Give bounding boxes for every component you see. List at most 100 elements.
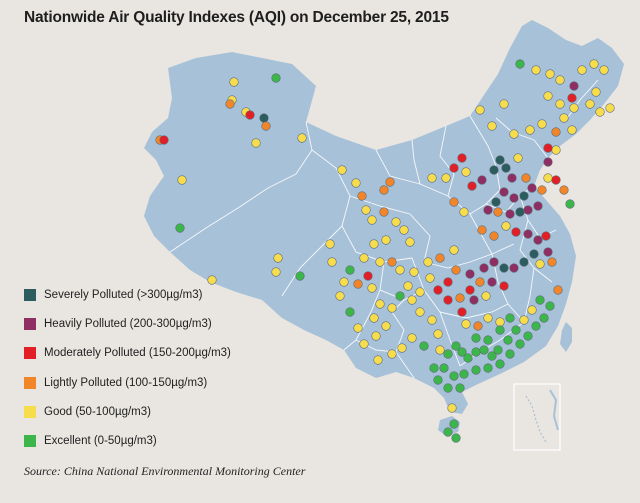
station-marker-good bbox=[369, 313, 379, 323]
station-marker-good bbox=[537, 119, 547, 129]
station-marker-good bbox=[405, 237, 415, 247]
station-marker-severe bbox=[259, 113, 269, 123]
station-marker-heavy bbox=[569, 81, 579, 91]
station-marker-moderate bbox=[159, 135, 169, 145]
station-marker-good bbox=[251, 138, 261, 148]
station-marker-excellent bbox=[471, 347, 481, 357]
station-marker-good bbox=[483, 313, 493, 323]
station-marker-excellent bbox=[271, 73, 281, 83]
station-marker-excellent bbox=[455, 383, 465, 393]
station-marker-good bbox=[391, 217, 401, 227]
station-marker-good bbox=[395, 265, 405, 275]
legend-label: Moderately Polluted (150-200µg/m3) bbox=[44, 347, 231, 359]
station-marker-excellent bbox=[545, 301, 555, 311]
station-marker-good bbox=[599, 65, 609, 75]
station-marker-good bbox=[531, 65, 541, 75]
station-marker-good bbox=[591, 87, 601, 97]
legend-label: Lightly Polluted (100-150µg/m3) bbox=[44, 377, 208, 389]
station-marker-excellent bbox=[451, 341, 461, 351]
station-marker-good bbox=[481, 291, 491, 301]
station-marker-moderate bbox=[543, 143, 553, 153]
station-marker-good bbox=[509, 129, 519, 139]
station-marker-excellent bbox=[479, 345, 489, 355]
station-marker-good bbox=[399, 225, 409, 235]
source-note: Source: China National Environmental Mon… bbox=[24, 464, 306, 478]
station-marker-good bbox=[513, 153, 523, 163]
station-marker-light bbox=[387, 257, 397, 267]
station-marker-light bbox=[537, 185, 547, 195]
station-marker-excellent bbox=[459, 369, 469, 379]
station-marker-good bbox=[415, 287, 425, 297]
station-marker-excellent bbox=[487, 351, 497, 361]
legend-label: Excellent (0-50µg/m3) bbox=[44, 435, 157, 447]
station-marker-light bbox=[521, 173, 531, 183]
station-marker-excellent bbox=[439, 363, 449, 373]
station-marker-heavy bbox=[509, 193, 519, 203]
station-marker-good bbox=[423, 257, 433, 267]
station-marker-good bbox=[567, 125, 577, 135]
station-marker-good bbox=[441, 173, 451, 183]
station-marker-excellent bbox=[443, 383, 453, 393]
station-marker-good bbox=[397, 343, 407, 353]
station-marker-moderate bbox=[449, 163, 459, 173]
station-marker-excellent bbox=[471, 365, 481, 375]
station-marker-heavy bbox=[527, 183, 537, 193]
station-marker-excellent bbox=[531, 321, 541, 331]
station-marker-good bbox=[387, 303, 397, 313]
station-marker-good bbox=[407, 333, 417, 343]
station-marker-light bbox=[547, 257, 557, 267]
station-marker-good bbox=[367, 283, 377, 293]
station-marker-good bbox=[367, 215, 377, 225]
legend-swatch-moderate bbox=[24, 347, 36, 359]
station-marker-excellent bbox=[463, 353, 473, 363]
station-marker-moderate bbox=[457, 153, 467, 163]
station-marker-heavy bbox=[505, 209, 515, 219]
legend-label: Good (50-100µg/m3) bbox=[44, 406, 151, 418]
station-marker-good bbox=[375, 257, 385, 267]
station-marker-excellent bbox=[565, 199, 575, 209]
legend-swatch-excellent bbox=[24, 435, 36, 447]
station-marker-good bbox=[543, 91, 553, 101]
station-marker-excellent bbox=[495, 325, 505, 335]
station-marker-excellent bbox=[515, 339, 525, 349]
station-marker-good bbox=[525, 125, 535, 135]
station-marker-moderate bbox=[541, 231, 551, 241]
legend-item-heavy: Heavily Polluted (200-300µg/m3) bbox=[24, 317, 212, 331]
station-marker-excellent bbox=[505, 349, 515, 359]
station-marker-good bbox=[427, 173, 437, 183]
station-marker-good bbox=[359, 253, 369, 263]
station-marker-light bbox=[225, 99, 235, 109]
station-marker-light bbox=[353, 279, 363, 289]
station-marker-light bbox=[493, 207, 503, 217]
legend-item-light: Lightly Polluted (100-150µg/m3) bbox=[24, 376, 207, 390]
station-marker-good bbox=[207, 275, 217, 285]
station-marker-heavy bbox=[469, 295, 479, 305]
station-marker-moderate bbox=[499, 281, 509, 291]
legend-swatch-heavy bbox=[24, 318, 36, 330]
station-marker-severe bbox=[499, 263, 509, 273]
station-marker-excellent bbox=[395, 291, 405, 301]
station-marker-light bbox=[455, 293, 465, 303]
station-marker-good bbox=[495, 317, 505, 327]
station-marker-heavy bbox=[523, 205, 533, 215]
station-marker-moderate bbox=[443, 295, 453, 305]
station-marker-moderate bbox=[433, 285, 443, 295]
station-marker-good bbox=[535, 259, 545, 269]
station-marker-good bbox=[297, 133, 307, 143]
station-marker-good bbox=[569, 103, 579, 113]
legend-swatch-severe bbox=[24, 289, 36, 301]
station-marker-heavy bbox=[523, 229, 533, 239]
legend-label: Severely Polluted (>300µg/m3) bbox=[44, 289, 203, 301]
station-marker-excellent bbox=[443, 349, 453, 359]
station-marker-excellent bbox=[495, 359, 505, 369]
station-marker-heavy bbox=[465, 269, 475, 279]
station-marker-excellent bbox=[419, 341, 429, 351]
station-marker-moderate bbox=[467, 181, 477, 191]
station-marker-moderate bbox=[363, 271, 373, 281]
taiwan-island bbox=[560, 322, 572, 352]
inset-frame bbox=[513, 383, 561, 451]
legend-item-excellent: Excellent (0-50µg/m3) bbox=[24, 434, 157, 448]
legend-label: Heavily Polluted (200-300µg/m3) bbox=[44, 318, 212, 330]
station-marker-excellent bbox=[503, 335, 513, 345]
